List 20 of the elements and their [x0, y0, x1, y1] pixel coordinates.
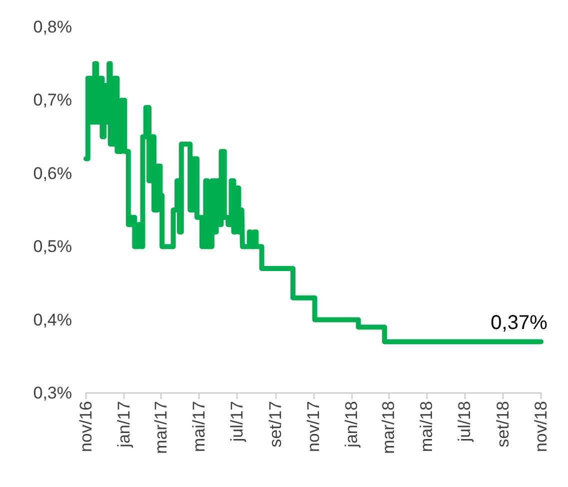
x-tick-label: jan/18: [342, 401, 362, 448]
x-tick-label: jul/18: [454, 401, 474, 443]
x-tick-label: nov/16: [76, 401, 96, 452]
x-tick-label: mar/17: [151, 401, 170, 454]
x-tick-label: mar/18: [378, 401, 398, 454]
x-tick-label: mai/17: [189, 401, 208, 452]
x-tick-label: jan/17: [114, 401, 134, 448]
y-tick-label: 0,5%: [33, 237, 72, 256]
y-tick-label: 0,7%: [33, 90, 72, 110]
x-tick-label: mai/18: [416, 401, 436, 452]
x-tick-label: set/17: [266, 401, 285, 448]
x-tick-label: nov/18: [532, 401, 550, 452]
x-tick-label: nov/17: [304, 401, 323, 452]
y-tick-label: 0,3%: [33, 384, 72, 402]
x-tick-label: set/18: [493, 401, 512, 448]
annotation: 0,37%: [490, 312, 548, 334]
x-tick-label: jul/17: [227, 401, 246, 443]
y-tick-label: 0,4%: [33, 310, 72, 330]
y-tick-label: 0,8%: [33, 18, 72, 36]
y-tick-label: 0,6%: [33, 164, 72, 183]
